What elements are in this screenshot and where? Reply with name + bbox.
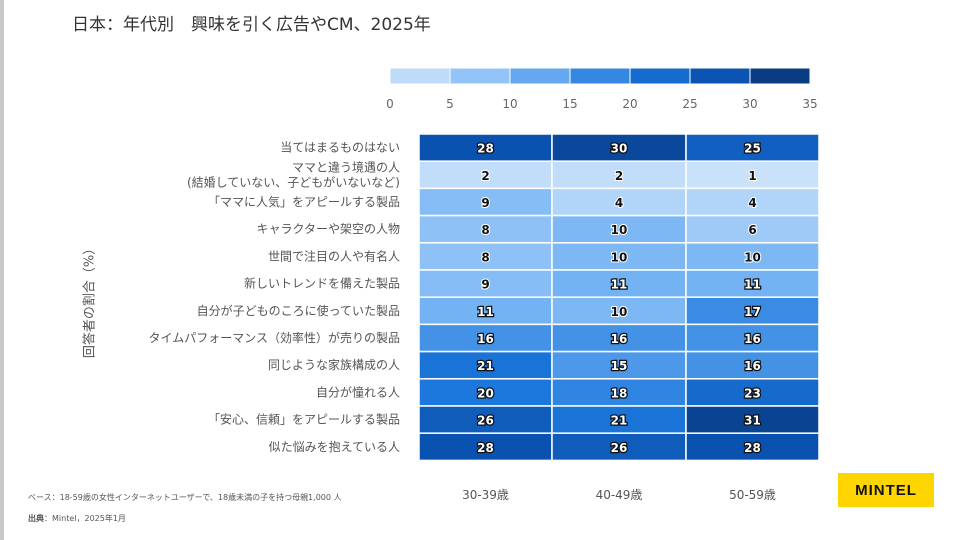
column-label: 40-49歳 (596, 488, 643, 502)
colorbar-tick: 5 (446, 97, 454, 111)
cell-value: 10 (744, 250, 761, 264)
colorbar-tick: 15 (562, 97, 577, 111)
row-label: キャラクターや架空の人物 (256, 222, 400, 236)
cell-value: 9 (481, 196, 489, 210)
row-label: タイムパフォーマンス（効率性）が売りの製品 (148, 330, 400, 345)
row-label: 「安心、信頼」をアピールする製品 (208, 412, 400, 427)
colorbar-tick: 10 (502, 97, 517, 111)
row-label: 世間で注目の人や有名人 (268, 248, 400, 263)
footer-source: 出典：Mintel，2025年1月 (28, 513, 126, 524)
cell-value: 16 (744, 359, 761, 373)
heatmap-cell (551, 269, 687, 298)
cell-value: 10 (611, 250, 628, 264)
cell-value: 21 (611, 414, 628, 428)
cell-value: 17 (744, 305, 761, 319)
cell-value: 28 (477, 441, 494, 455)
row-label: (結婚していない、子どもがいないなど) (187, 174, 400, 189)
heatmap-cell (685, 160, 820, 190)
source-text: ：Mintel，2025年1月 (44, 514, 126, 523)
cell-value: 25 (744, 142, 761, 156)
cell-value: 16 (477, 332, 494, 346)
heatmap-cell (418, 405, 553, 434)
row-label: 「ママに人気」をアピールする製品 (208, 194, 400, 209)
cell-value: 2 (481, 169, 489, 183)
cell-value: 4 (615, 196, 623, 210)
cell-value: 10 (611, 305, 628, 319)
heatmap-cell (685, 214, 820, 244)
footer-base: ベース：18-59歳の女性インターネットユーザーで、18歳未満の子を持つ母親1,… (28, 493, 342, 502)
cell-value: 4 (748, 196, 756, 210)
heatmap-cell (418, 160, 553, 190)
column-label: 30-39歳 (462, 488, 509, 502)
y-axis-label: 回答者の割合（%） (82, 241, 98, 359)
cell-value: 11 (477, 305, 494, 319)
row-label: 自分が子どものころに使っていた製品 (197, 303, 400, 318)
heatmap-cell (685, 296, 820, 326)
cell-value: 16 (611, 332, 628, 346)
heatmap-cell (551, 242, 687, 271)
cell-value: 30 (611, 142, 628, 156)
cell-value: 11 (611, 278, 628, 292)
heatmap-cell (685, 350, 820, 380)
colorbar-tick: 25 (682, 97, 697, 111)
row-label: 似た悩みを抱えている人 (269, 439, 400, 454)
cell-value: 9 (481, 278, 489, 292)
cell-value: 21 (477, 359, 494, 373)
cell-value: 31 (744, 414, 761, 428)
row-label: 自分が憧れる人 (316, 384, 400, 399)
heatmap-cell (551, 323, 687, 353)
colorbar-segment (689, 67, 751, 85)
cell-value: 16 (744, 332, 761, 346)
row-label: 同じような家族構成の人 (268, 357, 400, 372)
colorbar-segment (749, 67, 811, 85)
cell-value: 10 (611, 223, 628, 237)
heatmap-cell (685, 405, 820, 434)
cell-value: 26 (477, 414, 494, 428)
heatmap-cell (685, 242, 820, 271)
cell-value: 15 (611, 359, 628, 373)
colorbar-segment (629, 67, 691, 85)
source-label: 出典 (28, 514, 44, 523)
cell-value: 20 (477, 386, 494, 400)
cell-value: 26 (611, 441, 628, 455)
heatmap-cell (551, 296, 687, 326)
chart-title: 日本：年代別 興味を引く広告やCM、2025年 (72, 15, 431, 35)
heatmap-cell (551, 350, 687, 380)
cell-value: 28 (744, 441, 761, 455)
cell-value: 2 (615, 169, 623, 183)
heatmap-cell (551, 432, 687, 462)
colorbar-tick: 35 (802, 97, 817, 111)
heatmap-cell (685, 378, 820, 407)
cell-value: 18 (611, 386, 628, 400)
colorbar-segment (389, 67, 451, 85)
heatmap-cell (685, 133, 820, 162)
row-label: 新しいトレンドを備えた製品 (244, 276, 400, 291)
heatmap-cell (418, 323, 553, 353)
cell-value: 1 (748, 169, 756, 183)
cell-value: 28 (477, 142, 494, 156)
column-label: 50-59歳 (729, 488, 776, 502)
colorbar-tick: 30 (742, 97, 757, 111)
cell-value: 8 (481, 250, 489, 264)
cell-value: 6 (748, 223, 756, 237)
heatmap-cell (685, 269, 820, 298)
colorbar-segment (449, 67, 511, 85)
mintel-logo: MINTEL (838, 473, 934, 507)
colorbar-tick: 20 (622, 97, 637, 111)
row-label: 当てはまるものはない (280, 141, 400, 155)
cell-value: 23 (744, 386, 761, 400)
heatmap-cell (685, 432, 820, 462)
left-edge (0, 0, 4, 540)
row-label: ママと違う境遇の人 (292, 159, 400, 174)
colorbar-tick: 0 (386, 97, 394, 111)
cell-value: 8 (481, 223, 489, 237)
colorbar-segment (509, 67, 571, 85)
cell-value: 11 (744, 278, 761, 292)
colorbar-segment (569, 67, 631, 85)
heatmap-cell (418, 187, 553, 217)
heatmap-cell (685, 323, 820, 353)
